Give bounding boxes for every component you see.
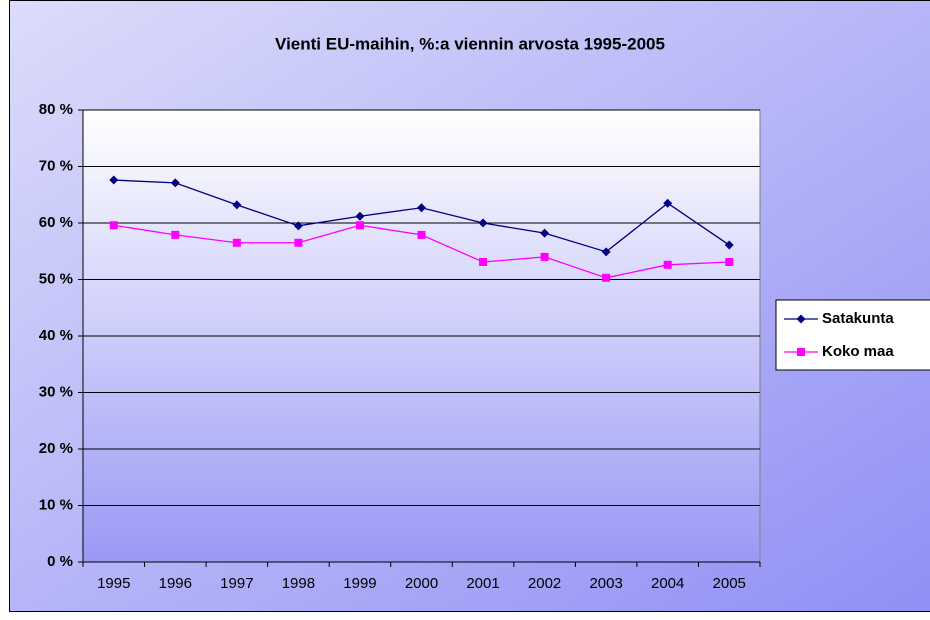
x-tick-label: 2002	[528, 575, 561, 592]
data-point	[663, 198, 673, 208]
x-tick-label: 2000	[405, 575, 438, 592]
data-point	[355, 211, 365, 221]
data-point	[479, 257, 488, 266]
y-tick-label: 60 %	[39, 214, 73, 231]
x-tick-label: 2003	[589, 575, 622, 592]
data-point	[171, 230, 180, 239]
data-point	[478, 218, 488, 228]
data-point	[109, 175, 119, 185]
x-tick-label: 1997	[220, 575, 253, 592]
data-point	[232, 238, 241, 247]
data-point	[724, 240, 734, 250]
y-tick-label: 70 %	[39, 157, 73, 174]
legend-label: Satakunta	[822, 310, 894, 327]
x-tick-label: 1996	[159, 575, 192, 592]
y-tick-label: 80 %	[39, 101, 73, 118]
data-point	[725, 257, 734, 266]
x-tick-label: 1998	[282, 575, 315, 592]
chart-title: Vienti EU-maihin, %:a viennin arvosta 19…	[275, 34, 665, 53]
y-tick-label: 40 %	[39, 327, 73, 344]
y-tick-label: 10 %	[39, 496, 73, 513]
x-tick-label: 1995	[97, 575, 130, 592]
data-point	[170, 178, 180, 188]
data-point	[417, 203, 426, 213]
x-tick-label: 2004	[651, 575, 684, 592]
legend-marker	[796, 314, 806, 324]
legend	[775, 299, 930, 371]
y-tick-label: 50 %	[39, 270, 73, 287]
y-tick-label: 20 %	[39, 440, 73, 457]
legend-marker	[797, 348, 805, 356]
data-point	[109, 221, 118, 230]
y-tick-label: 30 %	[39, 383, 73, 400]
data-point	[602, 273, 611, 282]
x-tick-label: 2005	[713, 575, 746, 592]
data-point	[601, 247, 611, 257]
x-tick-label: 1999	[343, 575, 376, 592]
y-tick-label: 0 %	[47, 553, 73, 570]
data-point	[663, 260, 672, 269]
data-point	[294, 238, 303, 247]
data-point	[540, 252, 549, 261]
x-tick-label: 2001	[466, 575, 499, 592]
legend-label: Koko maa	[822, 343, 894, 360]
data-point	[293, 221, 303, 231]
data-point	[232, 200, 242, 210]
data-point	[540, 228, 550, 238]
data-point	[355, 221, 364, 230]
data-point	[417, 230, 426, 239]
